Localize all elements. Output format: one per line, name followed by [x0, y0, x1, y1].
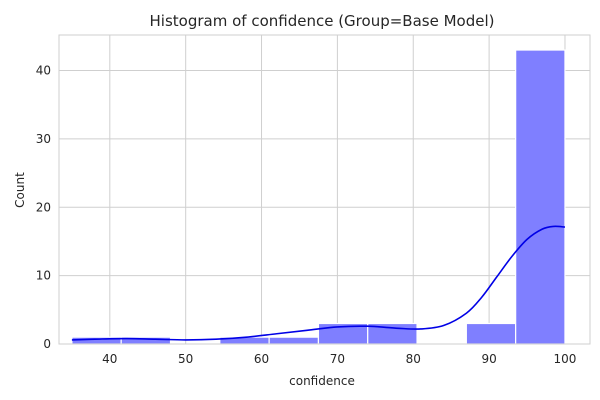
histogram-bar	[515, 49, 566, 345]
grid-layer	[59, 35, 590, 345]
y-tick-label: 20	[36, 200, 51, 214]
chart-title: Histogram of confidence (Group=Base Mode…	[150, 12, 495, 30]
y-axis-label: Count	[13, 172, 27, 208]
x-tick-label: 90	[481, 352, 496, 366]
y-tick-label: 40	[36, 64, 51, 78]
y-tick-label: 0	[43, 337, 51, 351]
y-tick-label: 30	[36, 132, 51, 146]
x-tick-label: 70	[330, 352, 345, 366]
tick-layer: 40 50 60 70 80 90 100 0 10 20 30 40	[36, 64, 577, 366]
x-tick-label: 100	[554, 352, 577, 366]
plot-frame	[58, 34, 591, 345]
histogram-bar	[465, 322, 517, 345]
y-tick-label: 10	[36, 269, 51, 283]
histogram-bar	[268, 336, 320, 345]
x-tick-label: 50	[178, 352, 193, 366]
kde-curve	[71, 225, 566, 341]
bar-layer	[71, 49, 566, 345]
x-tick-label: 60	[254, 352, 269, 366]
x-axis-label: confidence	[289, 374, 355, 388]
x-tick-label: 80	[406, 352, 421, 366]
x-tick-label: 40	[102, 352, 117, 366]
